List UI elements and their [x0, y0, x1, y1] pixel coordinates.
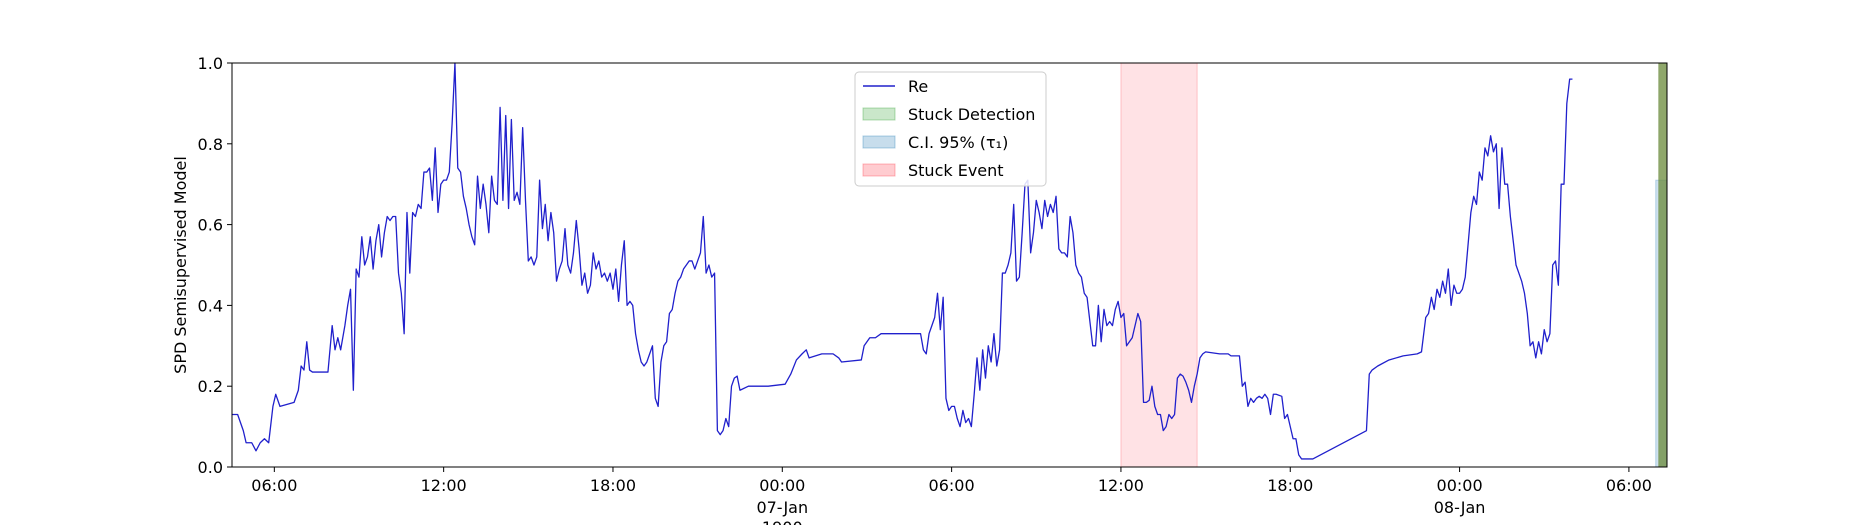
legend-swatch-stuck-event — [862, 163, 896, 177]
legend-label-stuck-event: Stuck Event — [908, 161, 1004, 180]
x-tick-label: 06:00 — [251, 476, 297, 495]
x-tick-sublabel: 1900 — [762, 518, 803, 525]
y-tick-label: 0.0 — [198, 458, 223, 477]
x-tick-sublabel: 07-Jan — [756, 498, 808, 517]
legend-box — [854, 71, 1047, 187]
shaded-regions — [1120, 62, 1668, 468]
legend-label-re: Re — [908, 77, 928, 96]
axes: 0.0 0.2 0.4 0.6 0.8 1.0 06:00 12:00 18:00 00:00 07… — [171, 54, 1668, 525]
x-tick-label: 06:00 — [1606, 476, 1652, 495]
x-tick-label: 00:00 — [1437, 476, 1483, 495]
legend-label-c-i-95: C.I. 95% (τ₁) — [908, 133, 1008, 152]
y-tick-label: 0.6 — [198, 216, 223, 235]
x-tick-label: 18:00 — [1267, 476, 1313, 495]
x-tick-label: 18:00 — [590, 476, 636, 495]
x-tick-label: 06:00 — [929, 476, 975, 495]
y-tick-label: 0.2 — [198, 377, 223, 396]
legend: Re Stuck Detection C.I. 95% (τ₁) Stuck Even… — [854, 71, 1047, 187]
legend-swatch-stuck-detection — [862, 107, 896, 121]
region-stuck-detection — [1658, 62, 1668, 468]
plot-frame — [231, 62, 1668, 468]
x-tick-label: 12:00 — [1098, 476, 1144, 495]
x-tick-label: 00:00 — [759, 476, 805, 495]
legend-swatch-c-i-95 — [862, 135, 896, 149]
region-stuck-event — [1120, 62, 1198, 468]
y-axis-label: SPD Semisupervised Model — [171, 156, 190, 374]
series-line-re — [232, 62, 1573, 460]
x-tick-sublabel: 08-Jan — [1434, 498, 1486, 517]
y-tick-label: 0.8 — [198, 135, 223, 154]
x-tick-label: 12:00 — [421, 476, 467, 495]
y-tick-label: 1.0 — [198, 54, 223, 73]
series-lines — [232, 62, 1573, 460]
legend-label-stuck-detection: Stuck Detection — [908, 105, 1035, 124]
y-tick-label: 0.4 — [198, 296, 223, 315]
